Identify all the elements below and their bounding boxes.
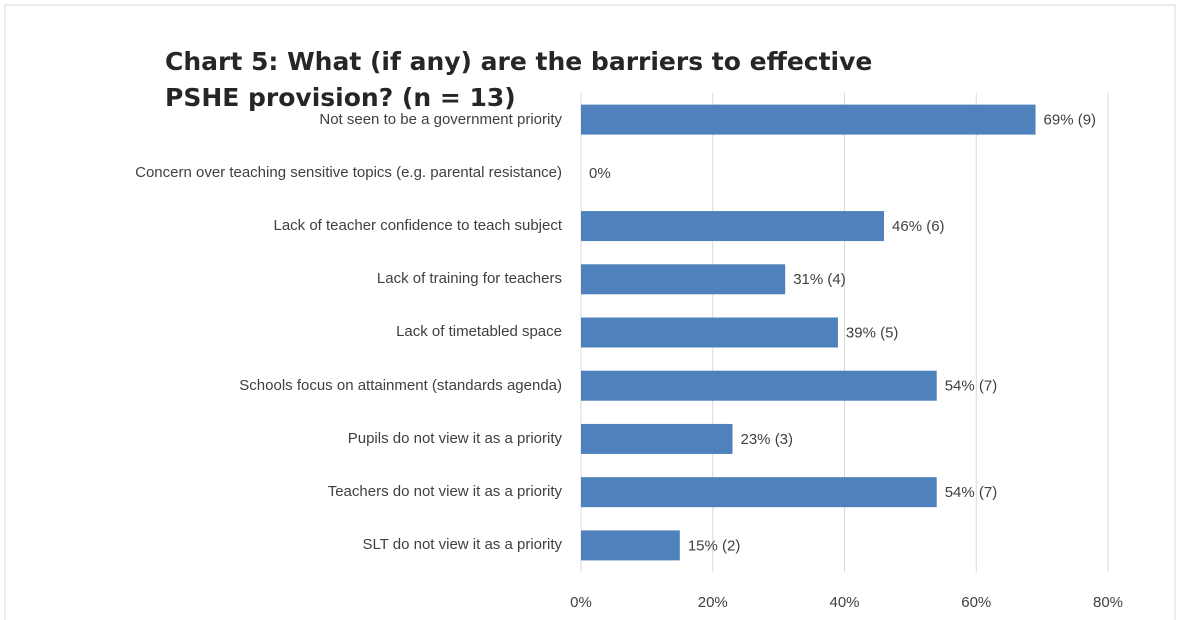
value-label: 31% (4) [793, 271, 846, 288]
category-label: Pupils do not view it as a priority [347, 429, 562, 447]
value-label: 23% (3) [741, 431, 794, 448]
value-label: 15% (2) [688, 537, 741, 554]
bar [581, 530, 680, 561]
value-label: 39% (5) [846, 324, 899, 341]
x-tick-label: 20% [698, 594, 728, 611]
x-tick-label: 40% [829, 594, 859, 611]
x-tick-label: 80% [1093, 594, 1123, 611]
bar [581, 264, 786, 295]
bar [581, 370, 937, 401]
value-label: 46% (6) [892, 218, 945, 235]
bar [581, 477, 937, 508]
x-tick-label: 0% [570, 594, 592, 611]
category-label: Concern over teaching sensitive topics (… [135, 163, 562, 181]
category-label: Lack of timetabled space [396, 323, 562, 341]
category-label: SLT do not view it as a priority [362, 536, 562, 554]
value-label: 54% (7) [945, 484, 998, 501]
category-label: Lack of training for teachers [376, 270, 562, 288]
bar [581, 104, 1036, 135]
value-label: 54% (7) [945, 378, 998, 395]
category-label: Not seen to be a government priority [319, 110, 562, 128]
x-tick-label: 60% [961, 594, 991, 611]
value-label: 0% [589, 165, 611, 182]
chart-border [4, 4, 1176, 620]
bar [581, 317, 838, 348]
category-label: Schools focus on attainment (standards a… [239, 376, 562, 394]
value-label: 69% (9) [1044, 112, 1097, 129]
chart-title: Chart 5: What (if any) are the barriers … [165, 47, 873, 112]
bar [581, 211, 885, 242]
category-label: Teachers do not view it as a priority [327, 483, 562, 501]
category-label: Lack of teacher confidence to teach subj… [273, 217, 562, 235]
bar [581, 423, 733, 454]
